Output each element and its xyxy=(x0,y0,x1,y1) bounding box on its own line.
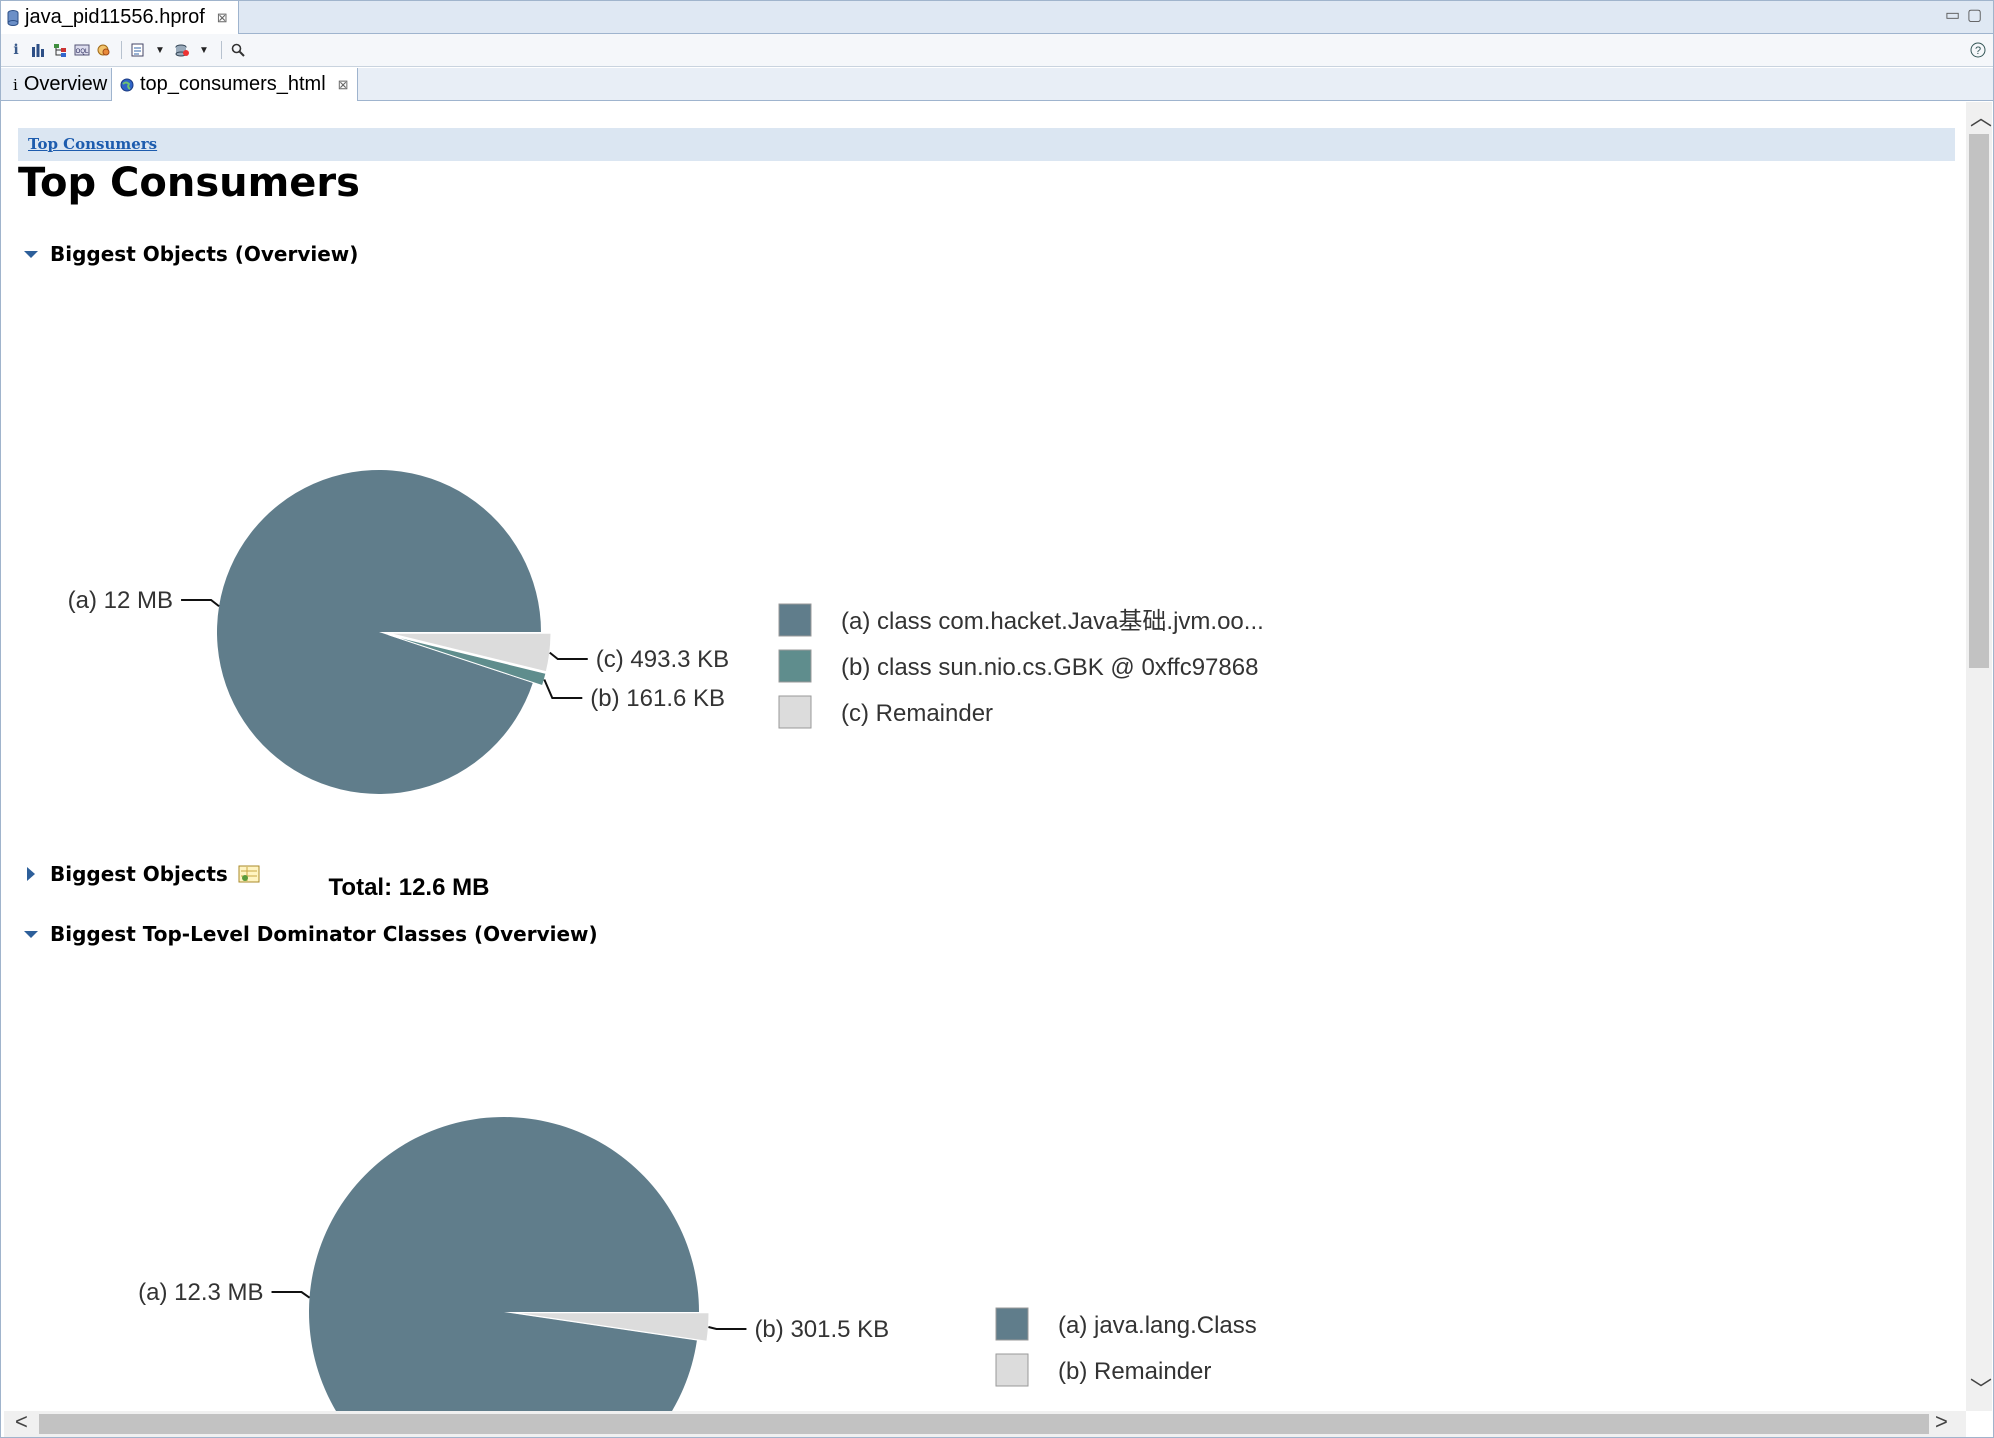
editor-sub-tabs: i Overview top_consumers_html ⊠ xyxy=(1,68,1993,101)
table-details-icon[interactable] xyxy=(238,864,260,884)
pie-slice xyxy=(217,469,541,794)
histogram-icon[interactable] xyxy=(27,39,49,61)
scroll-up-icon[interactable]: ︿ xyxy=(1970,105,1993,130)
tab-top-consumers-html[interactable]: top_consumers_html ⊠ xyxy=(111,68,358,101)
pie-leader-line xyxy=(181,599,220,608)
scroll-left-icon[interactable]: < xyxy=(15,1409,28,1434)
legend-entry: (b) Remainder xyxy=(1058,1358,1211,1385)
breadcrumb: Top Consumers xyxy=(18,128,1955,161)
editor-tab-label: java_pid11556.hprof xyxy=(25,6,205,28)
tab-overview[interactable]: i Overview xyxy=(5,68,115,101)
legend-entry: (a) class com.hacket.Java基础.jvm.oo... xyxy=(841,608,1264,635)
chevron-down-icon[interactable]: ▼ xyxy=(155,44,165,56)
legend-entry: (a) java.lang.Class xyxy=(1058,1312,1257,1339)
legend-swatch xyxy=(778,649,812,683)
biggest-objects-pie-chart: (a) 12 MB (b) 161.6 KB (c) 493.3 KB (a) cla… xyxy=(68,469,1264,901)
dominator-classes-pie-chart: (a) 12.3 MB (b) 301.5 KB (a) java.lang.Cla… xyxy=(138,1117,1257,1411)
info-icon: i xyxy=(13,75,18,94)
editor-tab-hprof[interactable]: java_pid11556.hprof ⊠ xyxy=(1,1,239,34)
section-title: Biggest Top-Level Dominator Classes (Ove… xyxy=(50,922,598,946)
pie-slice xyxy=(309,1117,699,1411)
legend-swatch xyxy=(778,603,812,637)
svg-text:?: ? xyxy=(1975,45,1981,57)
section-biggest-objects[interactable]: Biggest Objects xyxy=(22,862,260,886)
section-biggest-objects-overview[interactable]: Biggest Objects (Overview) xyxy=(22,242,358,266)
chart-total: Total: 12.6 MB xyxy=(329,874,490,901)
pie-slice-label: (b) 301.5 KB xyxy=(754,1316,889,1343)
pie-slice xyxy=(388,634,547,687)
pie-slice-label: (b) 161.6 KB xyxy=(590,685,725,712)
report-content: Top Consumers Top Consumers Biggest Obje… xyxy=(4,102,1966,1411)
pie-leader-line xyxy=(271,1291,311,1299)
tab-top-consumers-label: top_consumers_html xyxy=(140,73,326,95)
editor-tab-bar: java_pid11556.hprof ⊠ ▭ ▢ xyxy=(1,1,1993,34)
section-title: Biggest Objects (Overview) xyxy=(50,242,359,266)
breadcrumb-link-top-consumers[interactable]: Top Consumers xyxy=(28,135,158,153)
database-icon xyxy=(7,9,19,26)
pie-slice-label: (a) 12.3 MB xyxy=(138,1279,263,1306)
globe-icon xyxy=(120,78,134,91)
thread-icon[interactable] xyxy=(93,39,115,61)
info-icon[interactable]: i xyxy=(13,42,19,58)
minimize-icon[interactable]: ▭ xyxy=(1945,7,1961,24)
page-title: Top Consumers xyxy=(18,160,360,206)
legend-entry: (b) class sun.nio.cs.GBK @ 0xffc97868 xyxy=(841,654,1258,681)
toolbar: i OQL ▼ ▼ ? xyxy=(1,34,1993,67)
close-icon[interactable]: ⊠ xyxy=(216,9,228,25)
section-title: Biggest Objects xyxy=(50,862,228,886)
chevron-down-icon[interactable]: ▼ xyxy=(199,44,209,56)
pie-leader-line xyxy=(543,679,583,699)
close-icon[interactable]: ⊠ xyxy=(337,76,349,92)
vertical-scrollbar-thumb[interactable] xyxy=(1969,134,1989,668)
legend-swatch xyxy=(995,1353,1029,1387)
query-browser-icon[interactable] xyxy=(171,39,193,61)
pie-leader-line xyxy=(708,1326,747,1330)
pie-slice xyxy=(513,1312,710,1342)
maximize-icon[interactable]: ▢ xyxy=(1967,7,1983,24)
tab-overview-label: Overview xyxy=(23,73,108,95)
scroll-right-icon[interactable]: > xyxy=(1935,1409,1948,1434)
section-biggest-dominator-classes-overview[interactable]: Biggest Top-Level Dominator Classes (Ove… xyxy=(22,922,598,946)
dominator-tree-icon[interactable] xyxy=(49,39,71,61)
search-icon[interactable] xyxy=(227,39,249,61)
svg-text:OQL: OQL xyxy=(76,49,89,55)
chevron-right-icon[interactable] xyxy=(22,865,40,883)
help-icon[interactable]: ? xyxy=(1967,39,1989,61)
horizontal-scrollbar-thumb[interactable] xyxy=(39,1414,1929,1434)
legend-swatch xyxy=(995,1307,1029,1341)
scroll-down-icon[interactable]: ﹀ xyxy=(1970,1377,1993,1402)
pie-slice-label: (a) 12 MB xyxy=(68,587,173,614)
chevron-down-icon[interactable] xyxy=(22,925,40,943)
pie-leader-line xyxy=(549,651,588,660)
oql-icon[interactable]: OQL xyxy=(71,39,93,61)
pie-slice-label: (c) 493.3 KB xyxy=(596,646,729,673)
report-icon[interactable] xyxy=(127,39,149,61)
legend-swatch xyxy=(778,695,812,729)
chevron-down-icon[interactable] xyxy=(22,245,40,263)
legend-entry: (c) Remainder xyxy=(841,700,993,727)
